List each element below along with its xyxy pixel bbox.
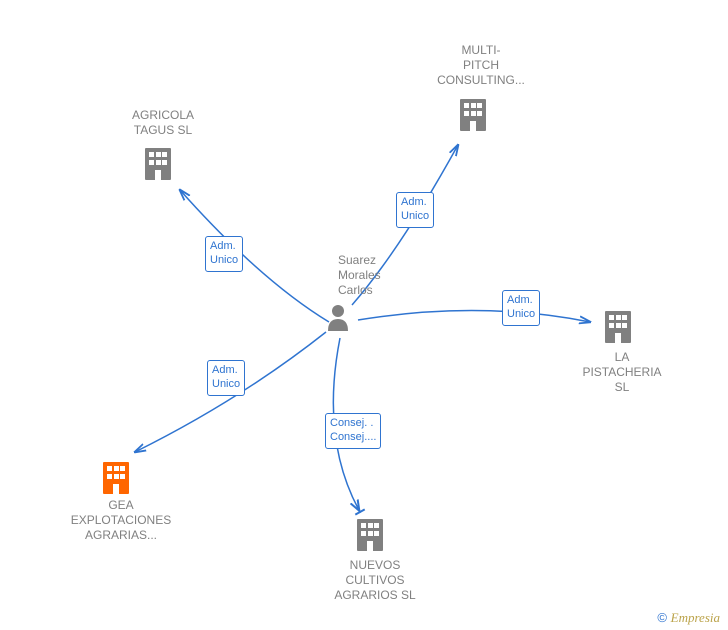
building-icon-nuevos[interactable] bbox=[357, 519, 383, 551]
edge-label-agricola: Adm. Unico bbox=[205, 236, 243, 272]
node-label-gea[interactable]: GEA EXPLOTACIONES AGRARIAS... bbox=[56, 498, 186, 543]
building-icon-multi[interactable] bbox=[460, 99, 486, 131]
edge-agricola bbox=[180, 190, 329, 322]
node-label-pistacheria[interactable]: LA PISTACHERIA SL bbox=[572, 350, 672, 395]
node-label-multi[interactable]: MULTI- PITCH CONSULTING... bbox=[426, 43, 536, 88]
edge-label-pistacheria: Adm. Unico bbox=[502, 290, 540, 326]
building-icon-pistacheria[interactable] bbox=[605, 311, 631, 343]
edge-label-multi: Adm. Unico bbox=[396, 192, 434, 228]
building-icon-agricola[interactable] bbox=[145, 148, 171, 180]
footer: © Empresia bbox=[657, 610, 720, 626]
copyright-symbol: © bbox=[657, 610, 667, 625]
person-icon bbox=[328, 305, 348, 331]
edge-pistacheria bbox=[358, 310, 590, 322]
edge-label-nuevos: Consej. . Consej.... bbox=[325, 413, 381, 449]
building-icon-gea[interactable] bbox=[103, 462, 129, 494]
edge-label-gea: Adm. Unico bbox=[207, 360, 245, 396]
brand-name: Empresia bbox=[671, 610, 720, 625]
node-label-nuevos[interactable]: NUEVOS CULTIVOS AGRARIOS SL bbox=[320, 558, 430, 603]
center-node-label: Suarez Morales Carlos bbox=[338, 253, 398, 298]
node-label-agricola[interactable]: AGRICOLA TAGUS SL bbox=[118, 108, 208, 138]
